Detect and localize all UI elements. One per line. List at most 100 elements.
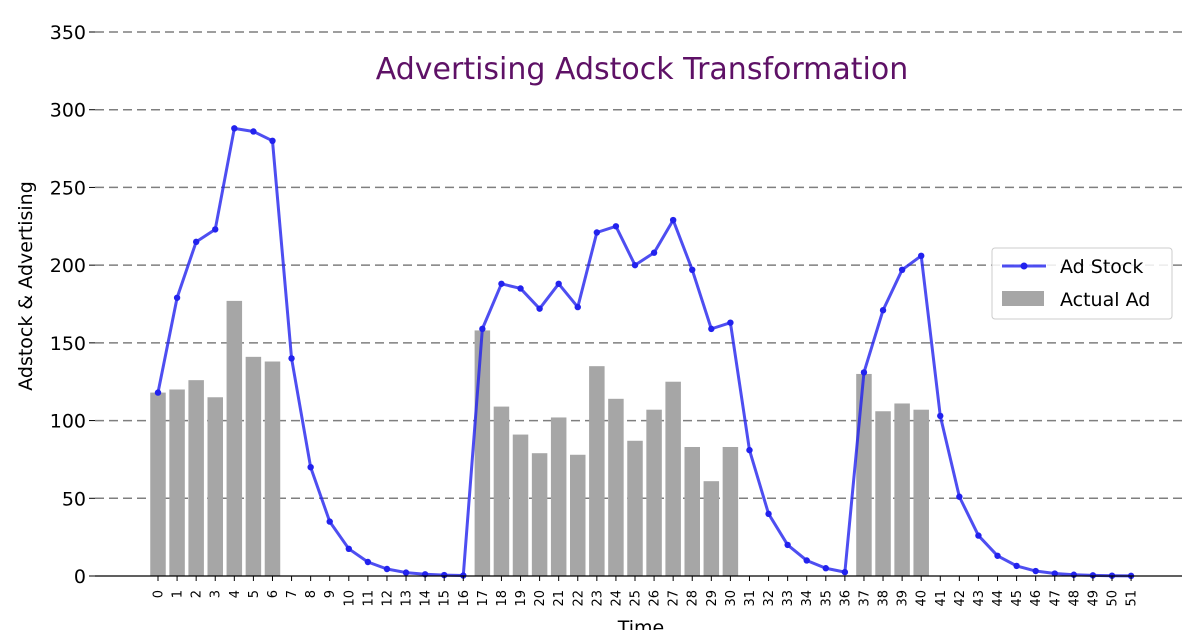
- ad-stock-series-line: [156, 126, 1132, 578]
- x-axis-label: Time: [617, 617, 665, 630]
- ad-stock-point: [326, 518, 333, 525]
- x-tick-label: 17: [476, 590, 491, 607]
- x-tick-label: 7: [285, 590, 300, 598]
- ad-stock-point: [612, 223, 620, 230]
- x-tick-label: 14: [419, 590, 434, 607]
- x-tick-label: 34: [800, 590, 815, 607]
- ad-stock-point: [746, 446, 753, 454]
- x-tick-label: 47: [1048, 590, 1063, 607]
- x-tick-label: 29: [705, 590, 720, 607]
- x-tick-label: 41: [934, 590, 949, 607]
- ad-stock-line: [154, 125, 1135, 580]
- ad-stock-point: [555, 280, 562, 287]
- ad-stock-point: [192, 238, 200, 246]
- ad-stock-point: [956, 493, 963, 500]
- x-tick-label: 22: [571, 590, 586, 607]
- x-tick-label: 38: [877, 590, 892, 607]
- ad-stock-point: [669, 216, 677, 224]
- legend-actual-ad-swatch: [1002, 291, 1044, 306]
- x-tick-label: 20: [533, 590, 548, 607]
- ad-stock-point: [345, 545, 352, 552]
- actual-ad-bar: [913, 409, 929, 576]
- ad-stock-point: [231, 125, 238, 132]
- x-tick-label: 15: [438, 590, 453, 607]
- ad-stock-point: [1051, 570, 1058, 577]
- x-tick-label: 4: [228, 590, 243, 598]
- ad-stock-point: [918, 252, 925, 260]
- x-tick-label: 49: [1086, 590, 1101, 607]
- ad-stock-point: [1032, 567, 1039, 575]
- ad-stock-point: [1013, 562, 1020, 570]
- ad-stock-point: [574, 303, 581, 311]
- actual-ad-bar: [169, 389, 185, 576]
- actual-ad-bars: [150, 300, 929, 576]
- ad-stock-point: [269, 137, 276, 144]
- actual-ad-bar: [665, 381, 681, 576]
- x-tick-label: 45: [1010, 590, 1025, 607]
- x-tick-label: 33: [781, 590, 796, 607]
- actual-ad-bar: [531, 453, 548, 576]
- ad-stock-point: [822, 565, 829, 572]
- ad-stock-point: [212, 226, 219, 233]
- ad-stock-point: [860, 369, 868, 376]
- x-tick-label: 19: [514, 590, 529, 607]
- chart-title: Advertising Adstock Transformation: [376, 52, 909, 87]
- ad-stock-point: [536, 305, 543, 312]
- x-tick-label: 36: [838, 590, 853, 607]
- ad-stock-point: [650, 249, 658, 256]
- ad-stock-point: [631, 261, 639, 269]
- y-tick-label: 200: [50, 255, 86, 277]
- x-tick-label: 24: [609, 590, 624, 607]
- actual-ad-bar: [264, 361, 281, 576]
- x-tick-label: 6: [266, 590, 281, 598]
- y-tick-label: 250: [50, 177, 86, 199]
- x-tick-label: 27: [667, 590, 682, 607]
- legend-actual-ad-label: Actual Ad: [1060, 289, 1150, 311]
- actual-ad-bar: [608, 398, 624, 576]
- x-tick-label: 5: [247, 590, 262, 598]
- x-tick-label: 0: [152, 590, 167, 598]
- ad-stock-point: [383, 565, 391, 573]
- actual-ad-bar: [703, 481, 720, 576]
- ad-stock-point: [879, 307, 887, 314]
- ad-stock-point: [173, 294, 181, 301]
- x-tick-label: 30: [724, 590, 739, 607]
- x-tick-label: 1: [171, 590, 186, 598]
- actual-ad-bar: [550, 417, 567, 576]
- x-tick-label: 28: [686, 590, 701, 607]
- y-tick-label: 150: [50, 333, 86, 355]
- x-tick-label: 23: [590, 590, 605, 607]
- legend: Ad Stock Actual Ad: [991, 247, 1173, 320]
- actual-ad-bar: [245, 356, 262, 576]
- y-tick-label: 300: [50, 100, 86, 122]
- actual-ad-bar: [474, 330, 491, 576]
- y-tick-label: 350: [50, 22, 86, 44]
- x-tick-label: 2: [190, 590, 205, 598]
- y-tick-label: 50: [62, 488, 86, 510]
- ad-stock-point: [441, 571, 448, 579]
- ad-stock-point: [517, 285, 524, 292]
- ad-stock-point: [402, 569, 410, 576]
- x-tick-label: 44: [991, 590, 1006, 607]
- x-tick-label: 3: [209, 590, 224, 598]
- x-tick-label: 32: [762, 590, 777, 607]
- ad-stock-point: [288, 355, 295, 362]
- ad-stock-point: [364, 558, 372, 566]
- legend-ad-stock-label: Ad Stock: [1060, 256, 1143, 278]
- x-tick-label: 42: [953, 590, 968, 607]
- x-tick-label: 39: [896, 590, 911, 607]
- actual-ad-bar: [512, 434, 529, 576]
- x-tick-label: 37: [857, 590, 872, 607]
- x-tick-label: 26: [648, 590, 663, 607]
- actual-ad-bar: [207, 397, 223, 576]
- ad-stock-point: [593, 229, 601, 236]
- x-tick-label: 31: [743, 590, 758, 607]
- x-tick-label: 46: [1029, 590, 1044, 607]
- x-tick-label: 18: [495, 590, 510, 607]
- x-tick-label: 16: [457, 590, 472, 607]
- ad-stock-point: [975, 532, 982, 539]
- actual-ad-bar: [627, 440, 643, 576]
- ad-stock-point: [1089, 572, 1097, 579]
